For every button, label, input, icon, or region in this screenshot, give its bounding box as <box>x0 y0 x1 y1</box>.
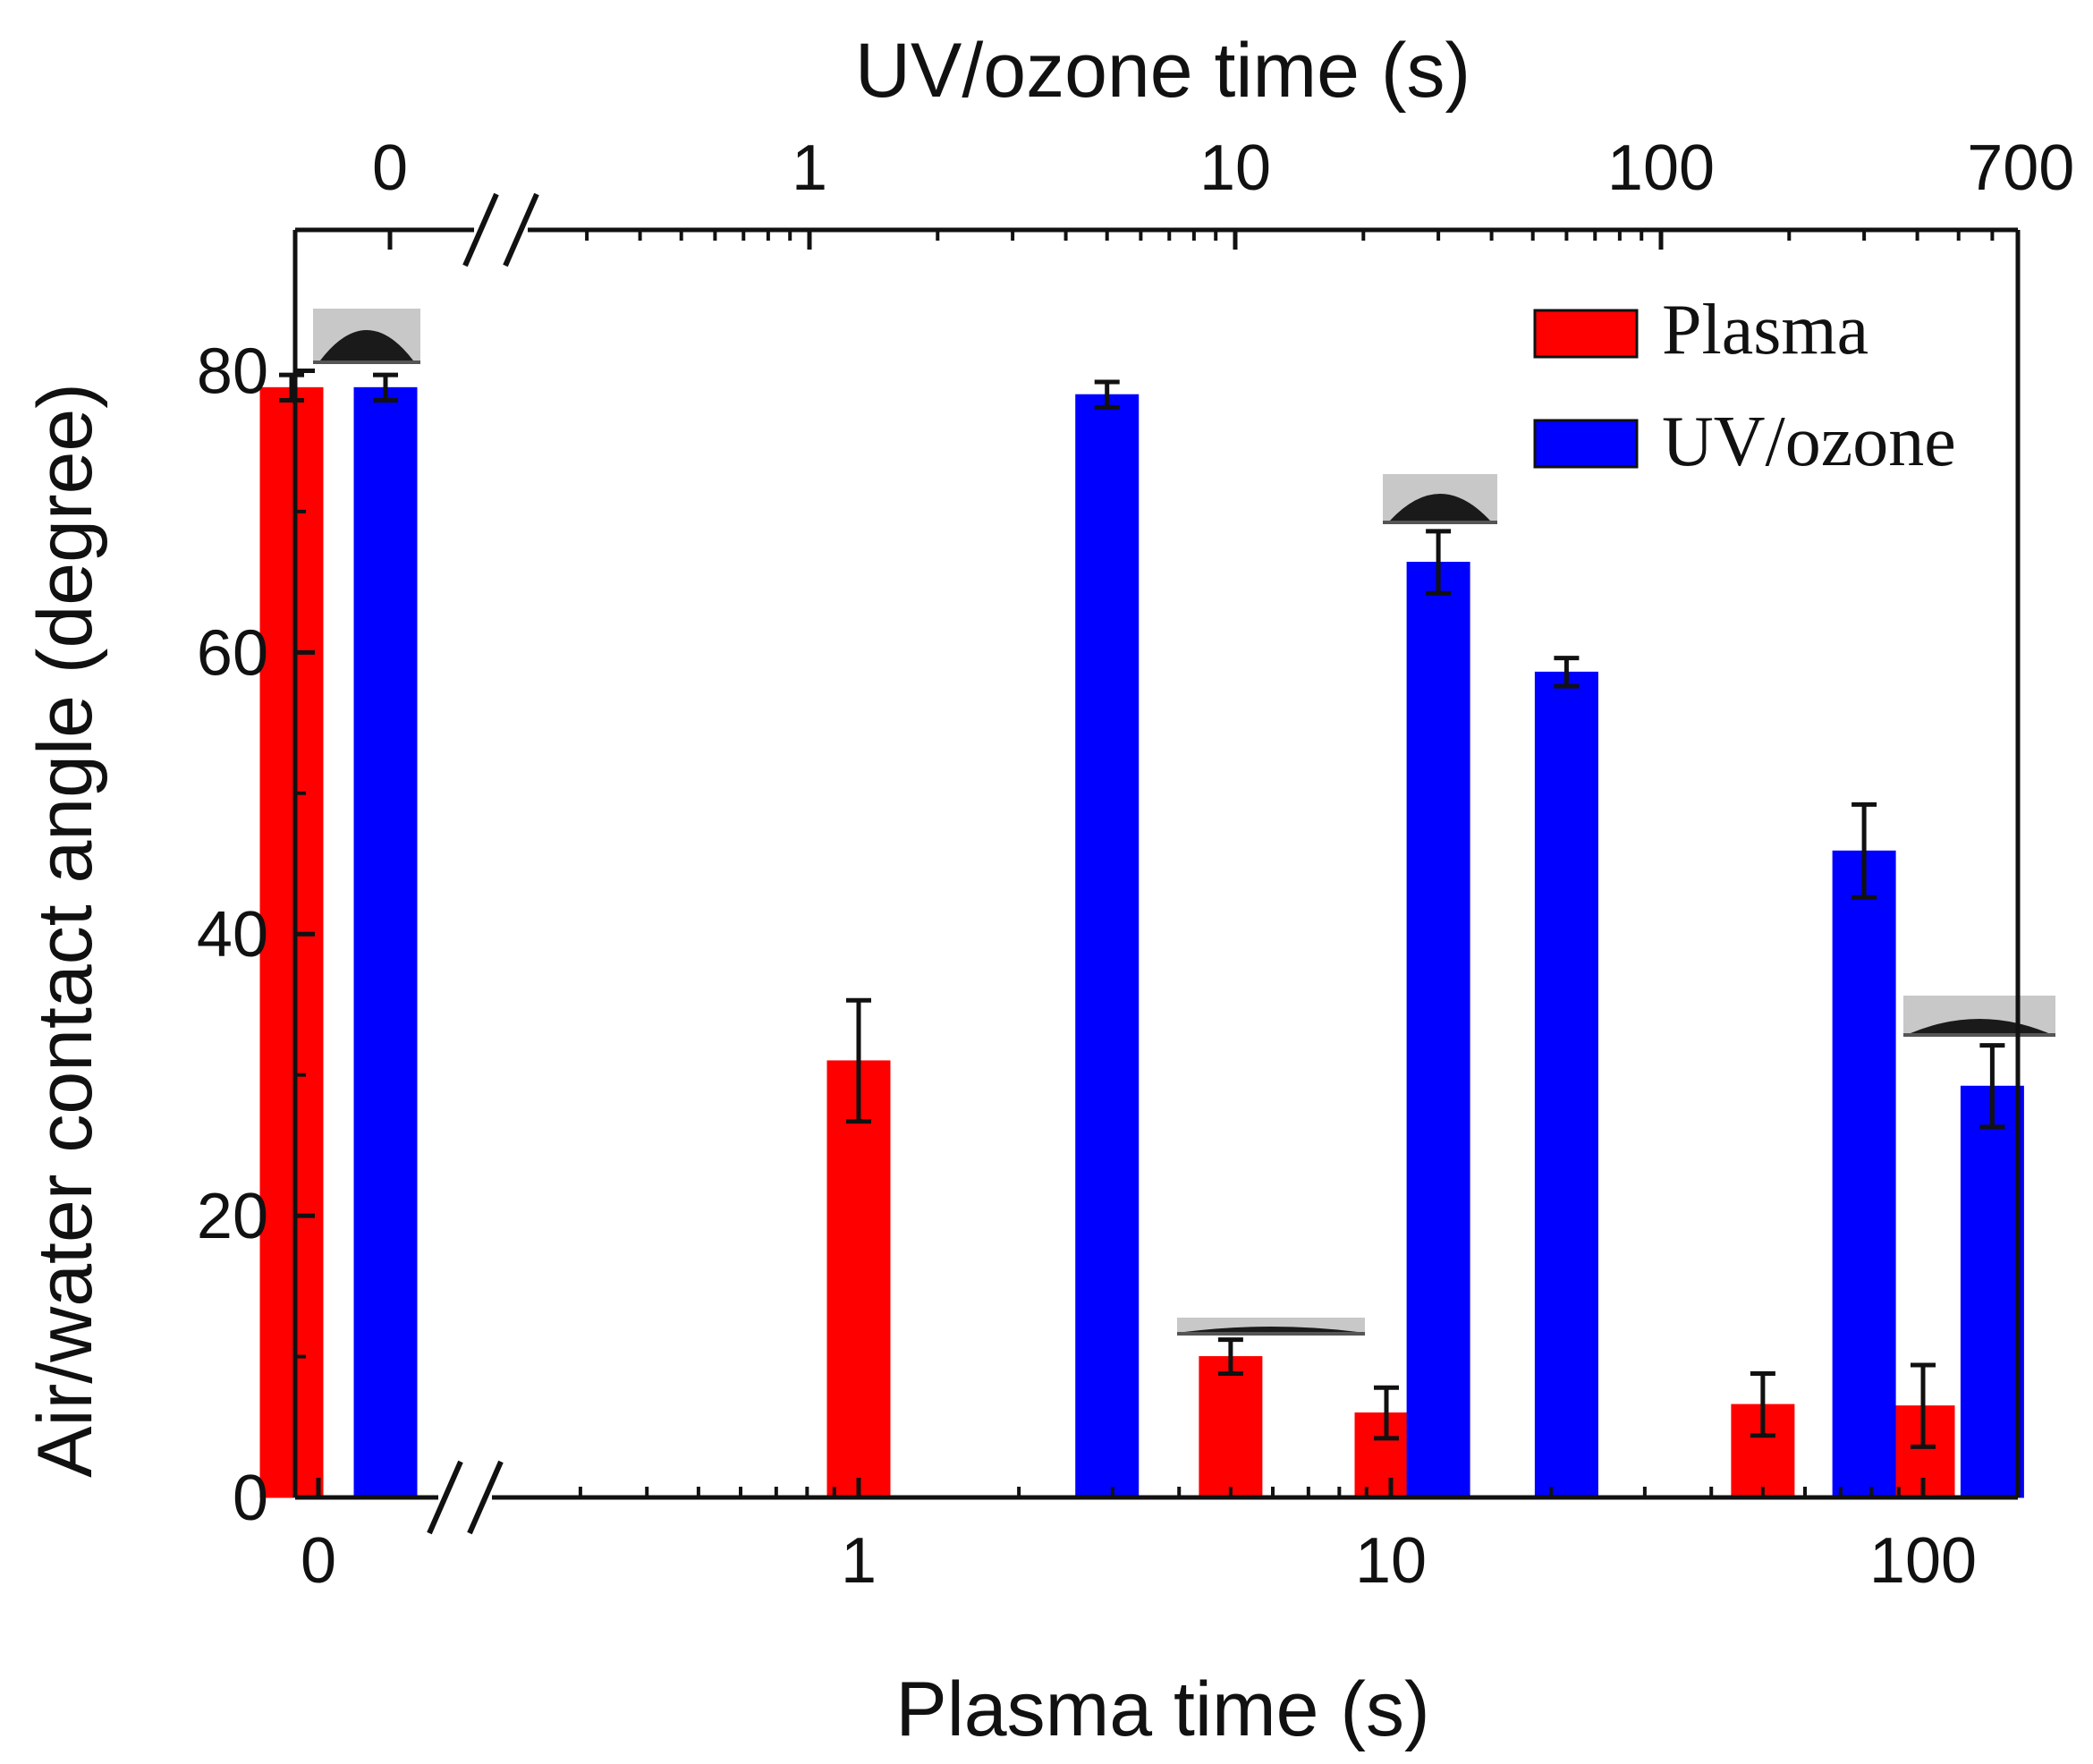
x-axis-title: Plasma time (s) <box>895 1666 1429 1752</box>
droplet-images-layer <box>313 309 2055 1336</box>
bar-plasma-5s <box>1199 1356 1263 1498</box>
error-bar-plasma-5s <box>1217 1337 1243 1376</box>
error-bar-plasma-100s <box>1911 1362 1936 1449</box>
legend-swatch-plasma <box>1533 309 1639 359</box>
legend-swatch-uvozone <box>1533 419 1639 469</box>
bar-uv-ozone-0s <box>353 386 418 1498</box>
error-bar-uv-ozone-300s <box>1852 801 1877 900</box>
x-bottom-tick-label-1: 1 <box>841 1525 877 1597</box>
bar-uv-ozone-60s <box>1534 671 1598 1498</box>
x-top-tick-label-700: 700 <box>1967 132 2074 204</box>
bar-uv-ozone-5s <box>1075 394 1140 1498</box>
error-bar-plasma-10s <box>1374 1385 1399 1441</box>
error-bars-layer <box>279 372 2005 1449</box>
y-tick-label-40: 40 <box>197 899 268 971</box>
error-bar-plasma-1s <box>846 997 871 1124</box>
legend: Plasma UV/ozone <box>1533 291 1956 481</box>
x-axis-break-bottom <box>427 1460 504 1535</box>
x-bottom-tick-label-100: 100 <box>1869 1525 1977 1597</box>
x-bottom-tick-label-0: 0 <box>301 1525 336 1597</box>
y-tick-label-20: 20 <box>197 1181 268 1252</box>
bar-uv-ozone-30s <box>1406 562 1470 1498</box>
legend-label-uvozone: UV/ozone <box>1662 403 1956 481</box>
bar-uv-ozone-300s <box>1832 850 1896 1498</box>
error-bar-plasma-0s <box>279 372 304 403</box>
x-top-tick-label-100: 100 <box>1607 132 1715 204</box>
error-bar-uv-ozone-0s <box>373 372 398 403</box>
x-axis-break-top <box>462 192 539 267</box>
x-top-tick-label-10: 10 <box>1199 132 1271 204</box>
droplet-image-medium <box>1383 474 1497 524</box>
x-bottom-tick-label-10: 10 <box>1355 1525 1427 1597</box>
ticks-layer: 0 20 40 60 80 0 1 10 100 0 1 10 100 700 <box>197 132 2074 1597</box>
legend-label-plasma: Plasma <box>1662 291 1868 369</box>
error-bar-uv-ozone-600s <box>1979 1043 2005 1130</box>
x2-axis-title: UV/ozone time (s) <box>855 28 1470 114</box>
y-tick-label-80: 80 <box>197 335 268 407</box>
bar-plasma-1s <box>826 1060 891 1498</box>
error-bar-plasma-50s <box>1750 1370 1775 1438</box>
bars-layer <box>259 386 2024 1498</box>
error-bar-uv-ozone-30s <box>1426 529 1452 596</box>
y-tick-label-0: 0 <box>233 1463 268 1534</box>
x-top-tick-label-1: 1 <box>792 132 827 204</box>
droplet-image-low <box>1903 996 2055 1037</box>
x-top-tick-label-0: 0 <box>372 132 408 204</box>
bar-uv-ozone-600s <box>1960 1085 2024 1498</box>
y-axis-title: Air/water contact angle (degree) <box>22 383 108 1478</box>
y-tick-label-60: 60 <box>197 617 268 689</box>
droplet-image-flat <box>1177 1318 1365 1336</box>
error-bar-uv-ozone-60s <box>1554 656 1580 689</box>
error-bar-uv-ozone-5s <box>1094 379 1120 410</box>
droplet-image-high <box>313 309 420 364</box>
bar-plasma-0s <box>259 386 324 1498</box>
